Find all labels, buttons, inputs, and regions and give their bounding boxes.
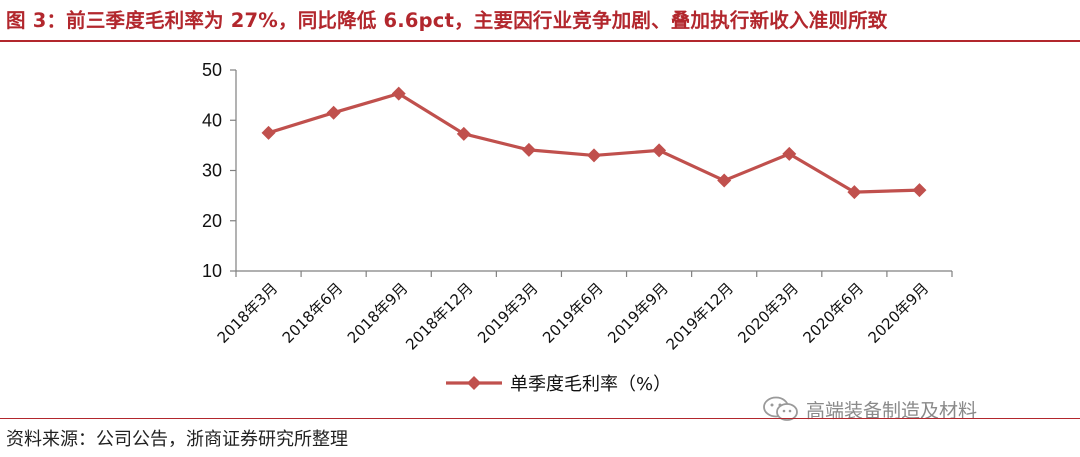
x-tick-label: 2020年9月: [865, 279, 933, 347]
x-tick-label: 2020年6月: [800, 279, 868, 347]
x-tick-label: 2018年12月: [402, 279, 476, 353]
data-point-marker: [652, 143, 667, 158]
data-point-marker: [391, 86, 406, 101]
y-tick-label: 20: [202, 211, 222, 231]
legend-swatch-marker: [467, 376, 481, 390]
watermark: 高端装备制造及材料: [762, 395, 977, 423]
data-point-marker: [521, 142, 536, 157]
x-tick-label: 2019年12月: [663, 279, 737, 353]
x-tick-label: 2019年3月: [474, 279, 542, 347]
x-tick-label: 2019年9月: [604, 279, 672, 347]
title-divider: [0, 40, 1080, 42]
y-tick-label: 50: [202, 60, 222, 80]
source-divider: [0, 418, 1080, 419]
x-tick-label: 2018年6月: [279, 279, 347, 347]
data-point-marker: [261, 125, 276, 140]
y-tick-label: 30: [202, 161, 222, 181]
data-point-marker: [847, 185, 862, 200]
data-point-marker: [326, 105, 341, 120]
data-point-marker: [456, 126, 471, 141]
x-tick-label: 2019年6月: [539, 279, 607, 347]
wechat-icon: [763, 396, 798, 421]
series-line: [268, 92, 920, 194]
watermark-text: 高端装备制造及材料: [806, 399, 978, 422]
figure-title: 图 3：前三季度毛利率为 27%，同比降低 6.6pct，主要因行业竞争加剧、叠…: [6, 9, 888, 32]
x-tick-label: 2018年3月: [214, 279, 282, 347]
x-tick-label: 2018年9月: [344, 279, 412, 347]
legend-label: 单季度毛利率（%）: [510, 374, 671, 395]
data-point-marker: [587, 148, 601, 163]
data-point-marker: [782, 146, 797, 161]
y-tick-label: 40: [202, 110, 222, 130]
data-point-marker: [717, 173, 732, 188]
data-point-marker: [912, 183, 927, 198]
y-tick-label: 10: [202, 261, 222, 281]
source-note: 资料来源：公司公告，浙商证券研究所整理: [6, 429, 348, 450]
x-tick-label: 2020年3月: [734, 279, 802, 347]
